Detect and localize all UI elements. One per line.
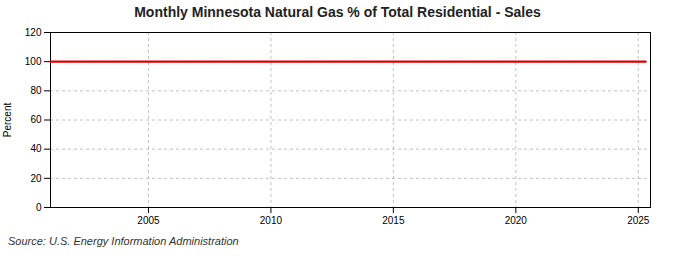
svg-text:2015: 2015 — [382, 215, 405, 226]
svg-text:2025: 2025 — [627, 215, 650, 226]
svg-text:2005: 2005 — [137, 215, 160, 226]
svg-text:2010: 2010 — [260, 215, 283, 226]
svg-text:40: 40 — [30, 143, 42, 154]
svg-text:60: 60 — [30, 114, 42, 125]
svg-text:100: 100 — [25, 56, 42, 67]
svg-text:120: 120 — [25, 27, 42, 38]
svg-text:80: 80 — [30, 85, 42, 96]
svg-text:0: 0 — [36, 202, 42, 213]
html-text:Monthly Minnesota Natural Gas: Monthly Minnesota Natural Gas % of Total… — [134, 4, 541, 20]
svg-text:20: 20 — [30, 173, 42, 184]
svg-text:2020: 2020 — [505, 215, 528, 226]
html-text:Source: U.S. Energy Informatio: Source: U.S. Energy Information Administ… — [8, 235, 239, 247]
svg-text:Percent: Percent — [2, 103, 13, 138]
